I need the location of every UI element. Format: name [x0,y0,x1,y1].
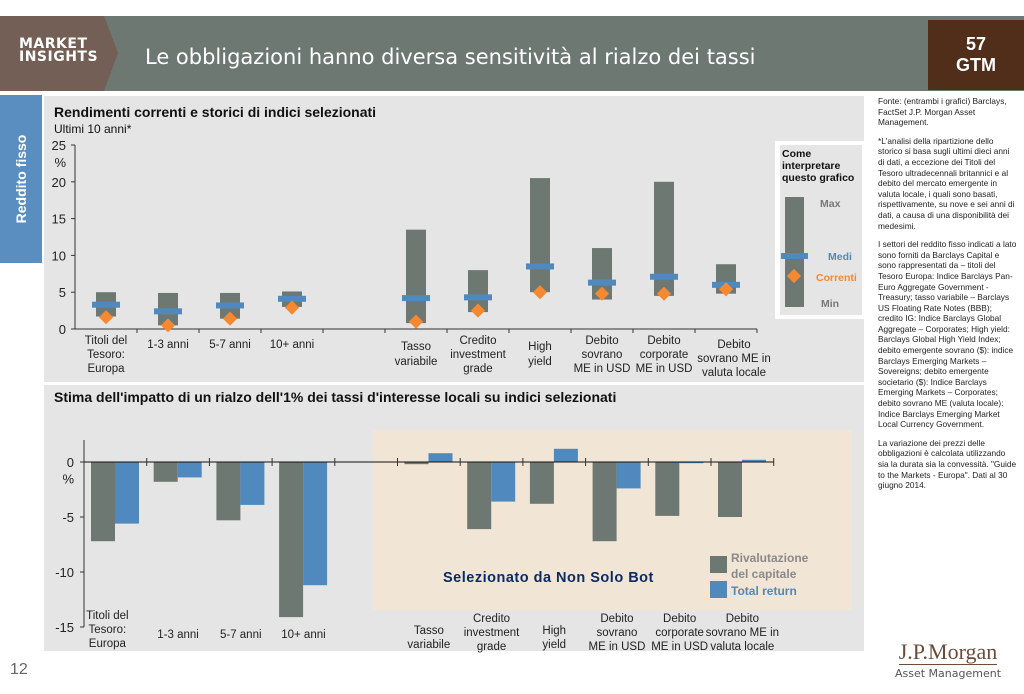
footnotes: Fonte: (entrambi i grafici) Barclays, Fa… [878,96,1018,499]
bottom-chart-panel [44,385,864,651]
top-chart-panel [44,96,864,382]
note-source: Fonte: (entrambi i grafici) Barclays, Fa… [878,96,1007,128]
note-sectors: I settori del reddito fisso indicati a l… [878,239,1017,430]
gtm-badge: 57 GTM [928,20,1024,90]
top-chart-subtitle: Ultimi 10 anni* [54,122,132,136]
bottom-chart-title: Stima dell'impatto di un rialzo dell'1% … [54,389,617,405]
page-title: Le obbligazioni hanno diversa sensitivit… [145,45,756,69]
note-price-change: La variazione dei prezzi delle obbligazi… [878,437,1017,491]
brand-logo: MARKET INSIGHTS [19,36,99,65]
logo-wordmark: J.P.Morgan [898,639,998,665]
jpmorgan-logo: J.P.Morgan Asset Management [888,639,1008,681]
notes-panel [870,96,1024,614]
note-history: *L'analisi della ripartizione dello stor… [878,135,1015,231]
section-tab[interactable]: Reddito fisso [0,95,42,263]
badge-page: 57 [965,34,987,54]
brand-line-2: INSIGHTS [19,49,99,65]
header-banner [0,16,1024,91]
page-number: 12 [10,661,28,678]
brand-chevron [0,16,118,91]
brand-line-1: MARKET [19,36,88,52]
section-tab-label: Reddito fisso [13,134,29,224]
logo-subtitle: Asset Management [894,667,1002,680]
top-chart-title: Rendimenti correnti e storici di indici … [54,104,377,120]
badge-label: GTM [956,55,996,75]
